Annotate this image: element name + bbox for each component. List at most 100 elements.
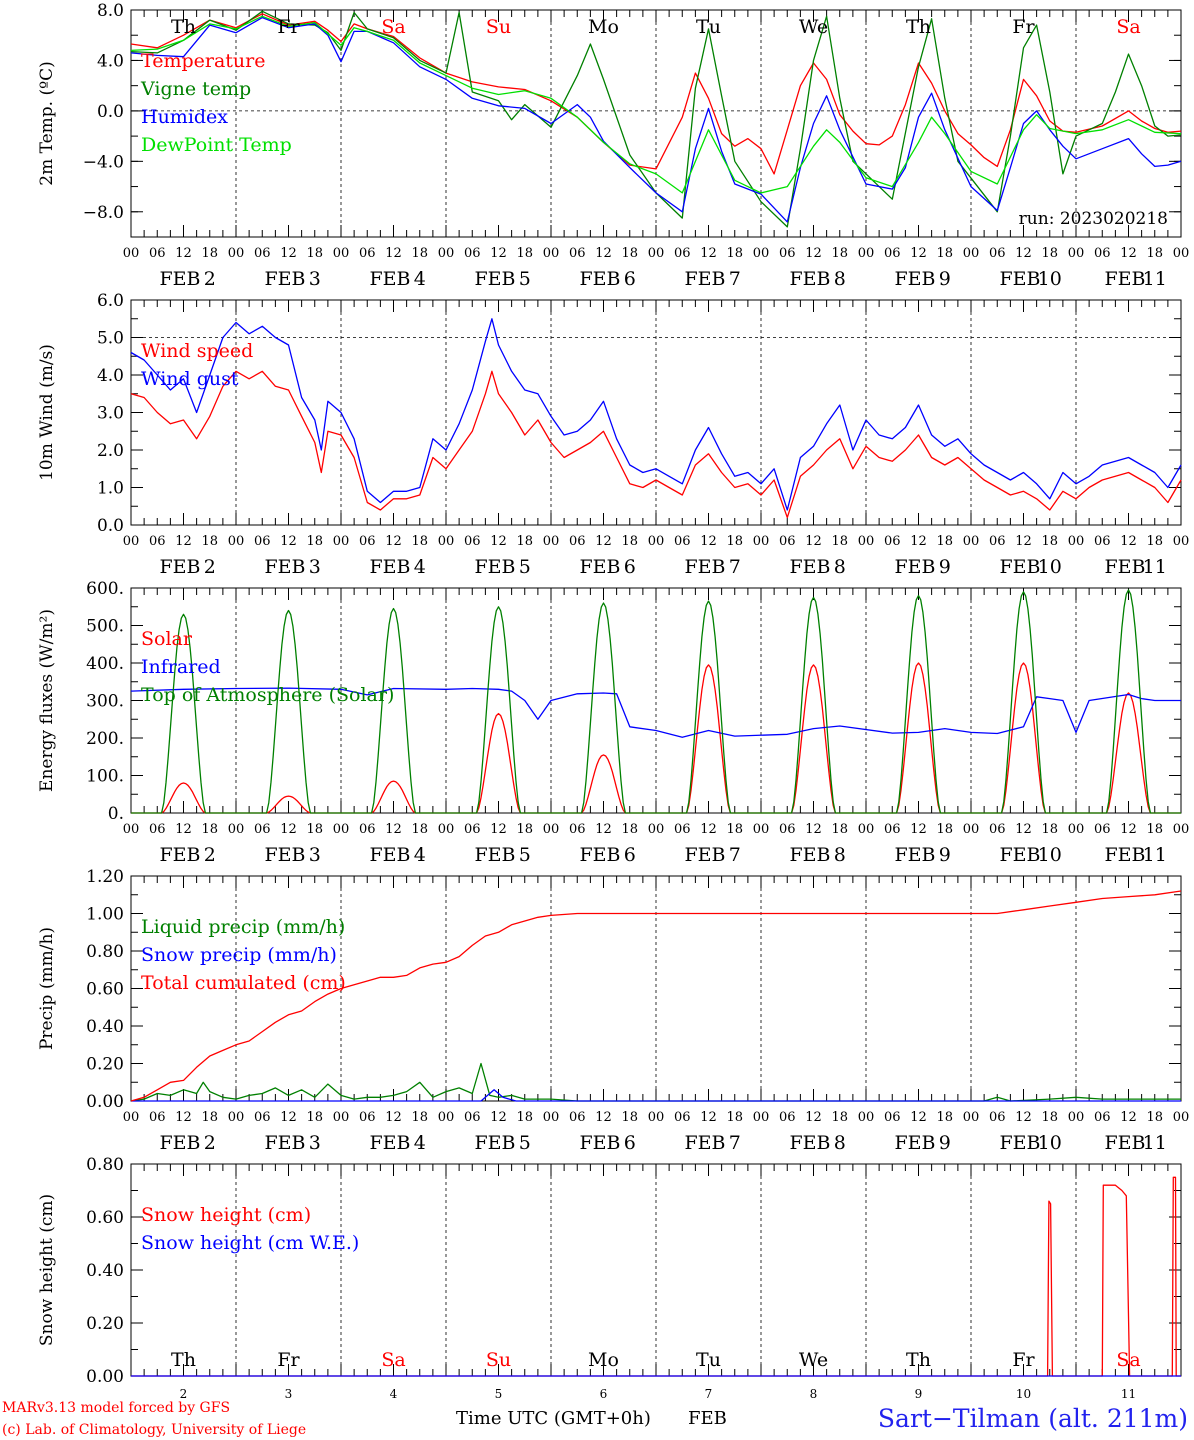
hour-tick-label: 06: [569, 1110, 586, 1125]
y-tick-label: 0.20: [86, 1314, 124, 1334]
day-name-label: Th: [171, 1349, 196, 1371]
hour-tick-label: 00: [753, 1110, 770, 1125]
y-tick-label: 0.60: [86, 980, 124, 1000]
hour-tick-label: 12: [1120, 534, 1137, 549]
hour-tick-label: 12: [1015, 822, 1032, 837]
hour-tick-label: 06: [254, 534, 271, 549]
hour-tick-label: 06: [989, 534, 1006, 549]
hour-tick-label: 18: [516, 822, 533, 837]
hour-tick-label: 06: [464, 534, 481, 549]
hour-tick-label: 00: [333, 822, 350, 837]
day-name-label: Mo: [588, 1349, 619, 1371]
legend-entry: Snow height (cm): [141, 1204, 311, 1226]
hour-tick-label: 12: [280, 534, 297, 549]
hour-tick-label: 12: [1120, 822, 1137, 837]
y-tick-label: 500.: [86, 617, 124, 637]
date-month-label: FEB: [369, 556, 410, 578]
hour-tick-label: 18: [831, 822, 848, 837]
date-month-label: FEB: [684, 844, 725, 866]
hour-tick-label: 18: [516, 246, 533, 261]
date-month-label: FEB: [369, 1132, 410, 1154]
hour-tick-label: 12: [1015, 534, 1032, 549]
hour-tick-label: 12: [700, 246, 717, 261]
hour-tick-label: 12: [700, 822, 717, 837]
hour-tick-label: 00: [123, 534, 140, 549]
date-month-label: FEB: [999, 556, 1040, 578]
series-line-infrared: [130, 687, 1181, 738]
y-tick-label: −4.0: [83, 152, 124, 172]
hour-tick-label: 06: [359, 534, 376, 549]
day-name-label: Fr: [1012, 16, 1035, 38]
date-month-label: FEB: [474, 1132, 515, 1154]
y-tick-label: 600.: [86, 579, 124, 599]
date-day-label: 3: [309, 556, 321, 578]
hour-tick-label: 12: [385, 246, 402, 261]
hour-tick-label: 12: [1120, 246, 1137, 261]
series-line-wind-gust: [130, 318, 1182, 511]
date-month-label: FEB: [789, 556, 830, 578]
hour-tick-label: 06: [779, 534, 796, 549]
y-tick-label: 0.60: [86, 1208, 124, 1228]
hour-tick-label: 00: [438, 1110, 455, 1125]
date-day-label: 3: [309, 844, 321, 866]
hour-tick-label: 06: [884, 1110, 901, 1125]
hour-tick-label: 12: [595, 246, 612, 261]
hour-tick-label: 00: [753, 246, 770, 261]
date-day-label: 9: [939, 268, 951, 290]
date-label: 10: [1016, 1387, 1031, 1401]
date-day-label: 4: [414, 1132, 426, 1154]
hour-tick-label: 12: [280, 822, 297, 837]
hour-tick-label: 12: [1015, 1110, 1032, 1125]
date-day-label: 4: [414, 268, 426, 290]
hour-tick-label: 12: [595, 822, 612, 837]
date-month-label: FEB: [159, 844, 200, 866]
date-month-label: FEB: [159, 1132, 200, 1154]
date-month-label: FEB: [684, 268, 725, 290]
hour-tick-label: 18: [621, 1110, 638, 1125]
date-day-label: 5: [519, 268, 531, 290]
hour-tick-label: 06: [149, 1110, 166, 1125]
series-line-vigne-temp: [130, 10, 1182, 228]
y-tick-label: 300.: [86, 692, 124, 712]
hour-tick-label: 06: [149, 822, 166, 837]
day-name-label: Fr: [1012, 1349, 1035, 1371]
hour-tick-label: 18: [936, 246, 953, 261]
y-tick-label: 5.0: [97, 329, 124, 349]
legend-entry: Temperature: [141, 50, 265, 72]
hour-tick-label: 00: [648, 534, 665, 549]
date-month-label: FEB: [894, 1132, 935, 1154]
date-day-label: 6: [624, 1132, 636, 1154]
hour-tick-label: 18: [831, 246, 848, 261]
hour-tick-label: 12: [910, 246, 927, 261]
hour-tick-label: 18: [516, 1110, 533, 1125]
date-day-label: 4: [414, 556, 426, 578]
legend-entry: Snow height (cm W.E.): [141, 1232, 359, 1254]
legend-entry: Infrared: [141, 656, 221, 678]
hour-tick-label: 18: [936, 1110, 953, 1125]
hour-tick-label: 18: [831, 534, 848, 549]
date-label: 3: [285, 1387, 293, 1401]
hour-tick-label: 06: [359, 1110, 376, 1125]
hour-tick-label: 00: [1068, 1110, 1085, 1125]
series-line-snow-precip-mm-h-: [131, 1089, 1181, 1102]
hour-tick-label: 00: [543, 246, 560, 261]
hour-tick-label: 18: [411, 1110, 428, 1125]
run-label: run: 2023020218: [1019, 209, 1168, 229]
date-day-label: 8: [834, 556, 846, 578]
series-line-wind-speed: [130, 370, 1182, 519]
hour-tick-label: 06: [884, 534, 901, 549]
hour-tick-label: 12: [385, 534, 402, 549]
hour-tick-label: 18: [201, 534, 218, 549]
hour-tick-label: 00: [333, 246, 350, 261]
hour-tick-label: 18: [726, 534, 743, 549]
date-month-label: FEB: [264, 1132, 305, 1154]
hour-tick-label: 00: [963, 246, 980, 261]
date-month-label: FEB: [1104, 1132, 1145, 1154]
hour-tick-label: 00: [963, 822, 980, 837]
hour-tick-label: 06: [1094, 1110, 1111, 1125]
hour-tick-label: 18: [1041, 534, 1058, 549]
y-tick-label: 2.0: [97, 441, 124, 461]
legend-entry: Wind speed: [141, 340, 253, 362]
hour-tick-label: 06: [464, 1110, 481, 1125]
legend-entry: Solar: [141, 628, 193, 650]
